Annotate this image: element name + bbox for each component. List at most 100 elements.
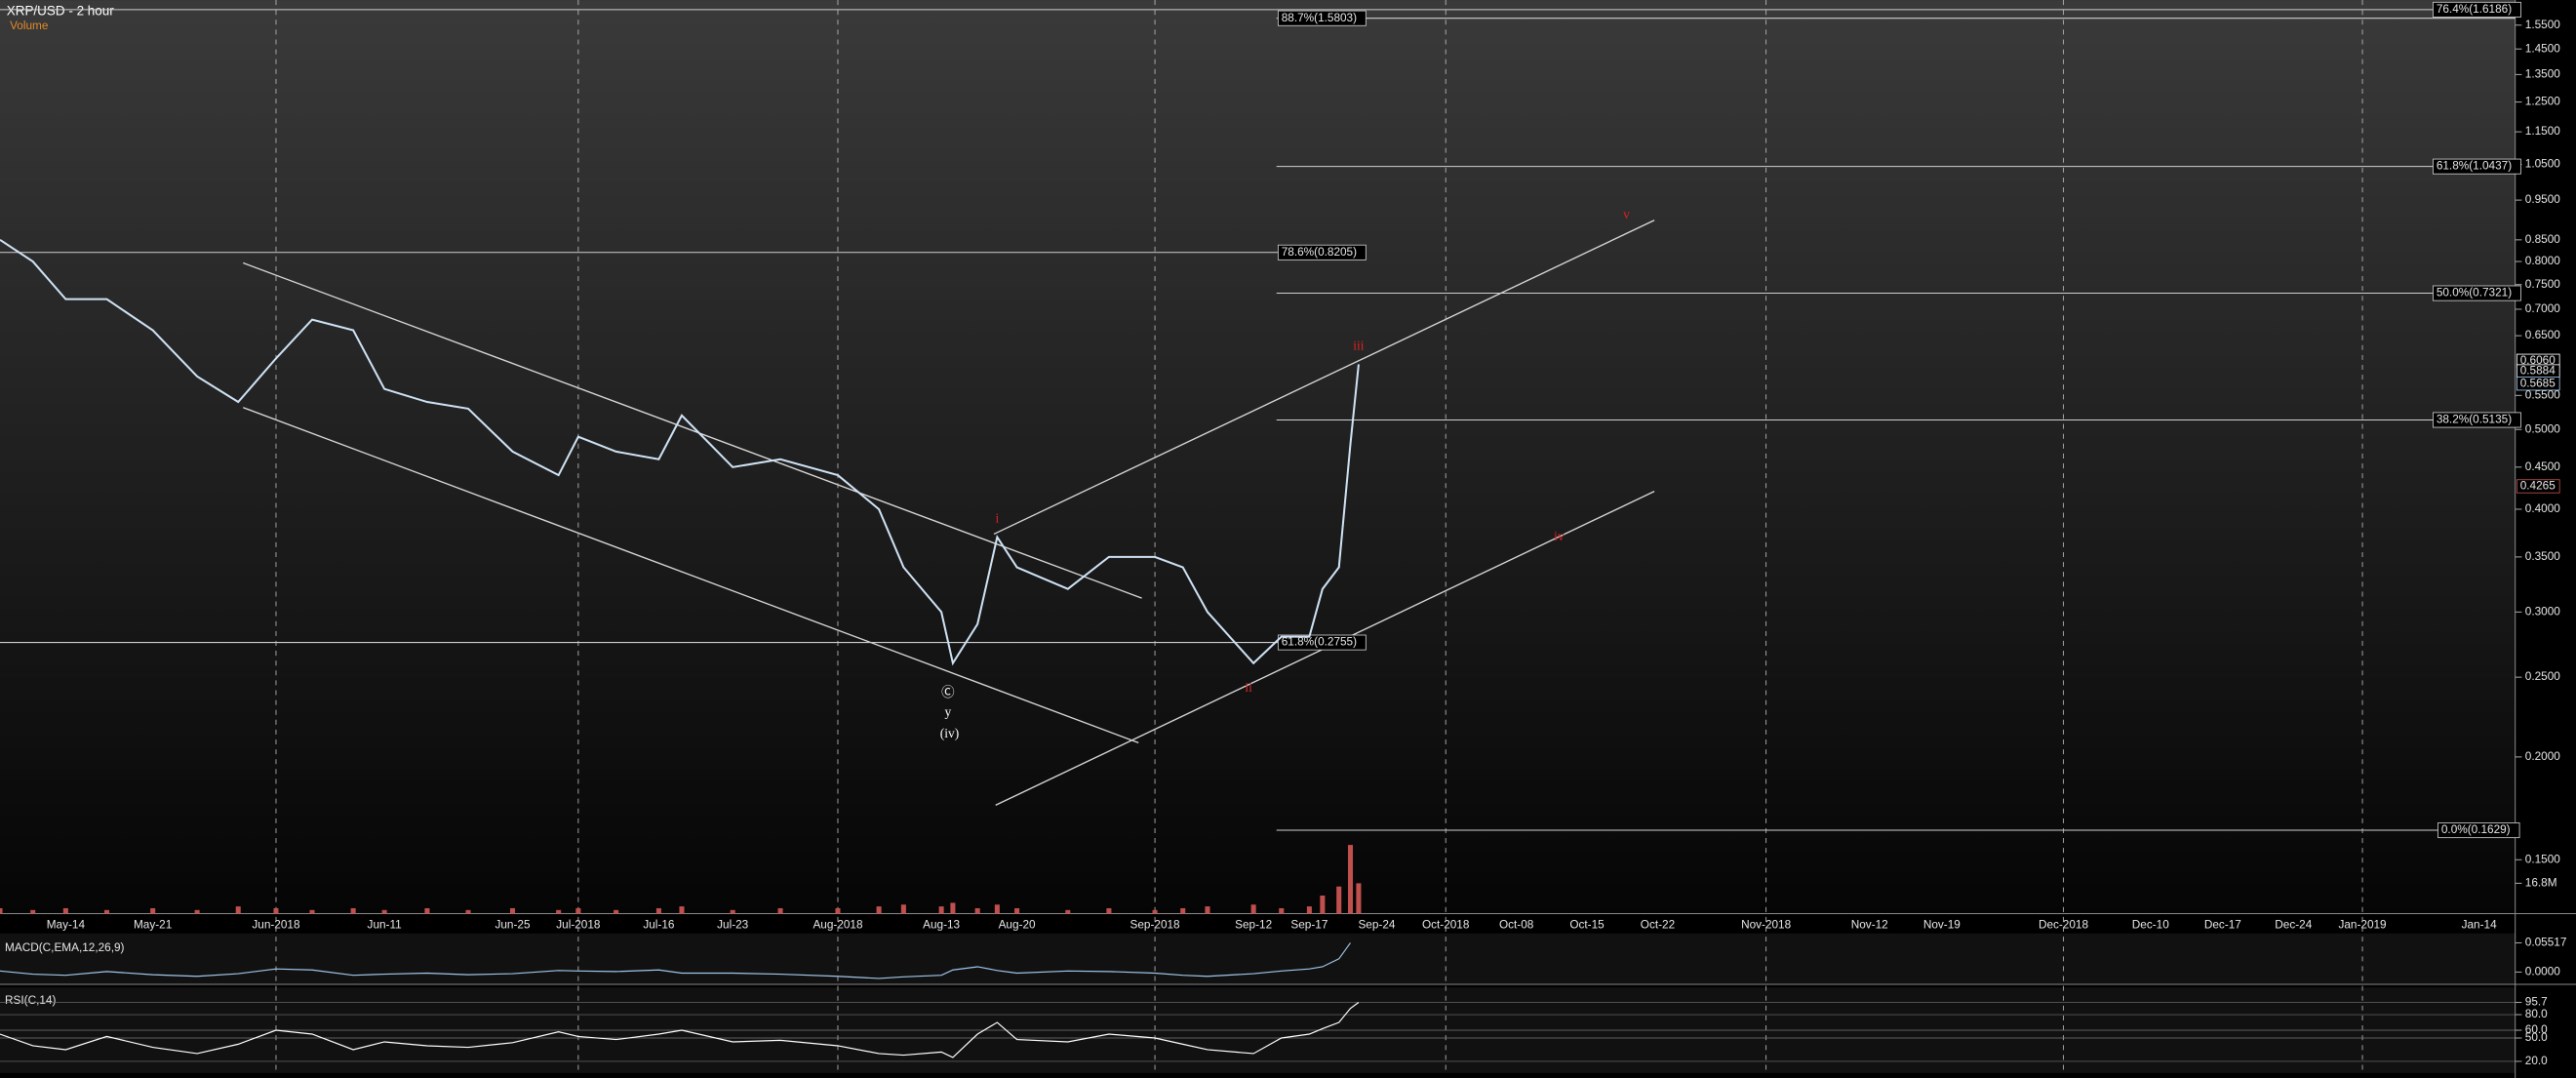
x-tick-label: Jun-11 (368, 918, 402, 931)
fib-label-box (2433, 285, 2521, 301)
macd-panel (0, 933, 2516, 984)
volume-bar (1106, 907, 1112, 914)
volume-bar (62, 907, 68, 914)
chart-title: XRP/USD - 2 hour (7, 3, 115, 18)
volume-bar (679, 906, 685, 914)
x-tick-label: Dec-2018 (2039, 918, 2089, 931)
x-tick-label: Dec-17 (2204, 918, 2241, 931)
wave-label: y (944, 704, 951, 719)
volume-bar (614, 909, 619, 914)
x-tick-label: Oct-15 (1569, 918, 1605, 931)
y-tick-label: 50.0 (2525, 1031, 2548, 1044)
y-tick-label: 0.8500 (2525, 233, 2560, 246)
y-tick-label: 1.4500 (2525, 42, 2560, 55)
y-tick-label: 95.7 (2525, 996, 2548, 1009)
x-tick-label: Dec-24 (2275, 918, 2312, 931)
channel-line (993, 220, 1655, 536)
y-tick-label: 0.1500 (2525, 853, 2560, 865)
volume-bar (950, 902, 956, 914)
price-tag-label: 0.4265 (2520, 480, 2556, 493)
x-tick-label: Oct-08 (1499, 918, 1534, 931)
fib-label: 78.6%(0.8205) (1282, 246, 1357, 259)
y-tick-label: 0.0000 (2525, 966, 2560, 978)
y-tick-label: 0.3000 (2525, 605, 2560, 618)
volume-bar (1336, 886, 1342, 914)
y-tick-label: 1.0500 (2525, 158, 2560, 171)
fib-label-box (1277, 244, 1367, 260)
volume-bar (575, 907, 581, 914)
volume-bar (150, 907, 156, 914)
x-tick-label: Jun-25 (495, 918, 530, 931)
volume-bar (1306, 906, 1312, 914)
x-tick-label: May-21 (134, 918, 172, 931)
fib-label: 0.0%(0.1629) (2441, 823, 2511, 836)
y-tick-label: 1.1500 (2525, 125, 2560, 138)
y-tick-label: 0.6500 (2525, 329, 2560, 341)
y-tick-label: 0.4000 (2525, 502, 2560, 515)
x-tick-label: Aug-20 (999, 918, 1036, 931)
volume-bar (556, 909, 562, 914)
channel-line (243, 261, 1142, 599)
volume-bar (1347, 845, 1354, 914)
y-tick-label: 60.0 (2525, 1023, 2548, 1036)
y-tick-label: 0.4500 (2525, 460, 2560, 473)
x-tick-label: Oct-22 (1641, 918, 1675, 931)
y-tick-label: 0.7500 (2525, 278, 2560, 291)
price-panel (0, 0, 2516, 914)
x-tick-label: Sep-2018 (1130, 918, 1181, 931)
macd-title: MACD(C,EMA,12,26,9) (5, 941, 125, 954)
wave-label: ii (1245, 680, 1252, 695)
volume-bar (465, 909, 471, 914)
volume-bar (974, 907, 980, 914)
volume-bar (424, 907, 430, 914)
wave-label: Ⓒ (941, 685, 954, 699)
volume-bar (777, 907, 783, 914)
x-tick-label: Nov-2018 (1741, 918, 1792, 931)
series-line (0, 942, 1351, 979)
volume-bar (1152, 909, 1158, 914)
wave-label: v (1623, 207, 1630, 221)
x-tick-label: Jul-23 (717, 918, 749, 931)
fib-label: 50.0%(0.7321) (2437, 287, 2512, 299)
y-tick-label: 0.5500 (2525, 388, 2560, 401)
volume-bar (30, 909, 36, 914)
x-tick-label: Jul-16 (643, 918, 675, 931)
volume-bar (876, 906, 882, 914)
y-tick-label: 0.05517 (2525, 937, 2567, 949)
x-tick-label: Aug-2018 (812, 918, 863, 931)
volume-bar (938, 906, 944, 914)
y-tick-label: 16.8M (2525, 877, 2557, 890)
y-tick-label: 20.0 (2525, 1055, 2548, 1067)
x-tick-label: Aug-13 (923, 918, 960, 931)
fib-label: 38.2%(0.5135) (2437, 414, 2512, 426)
y-tick-label: 1.2500 (2525, 96, 2560, 108)
x-tick-label: Nov-19 (1923, 918, 1961, 931)
y-tick-label: 80.0 (2525, 1008, 2548, 1020)
y-tick-label: 0.2000 (2525, 750, 2560, 763)
axis-strip (2515, 0, 2576, 1078)
y-tick-label: 0.2500 (2525, 670, 2560, 683)
price-tag-label: 0.5685 (2520, 377, 2556, 389)
fib-label: 76.4%(1.6186) (2437, 3, 2512, 16)
y-tick-label: 0.7000 (2525, 302, 2560, 315)
x-tick-label: Jan-2019 (2338, 918, 2386, 931)
price-tag (2516, 479, 2560, 494)
subtitle: Volume (10, 20, 49, 32)
price-tag-label: 0.5884 (2520, 365, 2556, 378)
volume-bar (900, 904, 906, 914)
volume-bar (730, 909, 735, 914)
fib-label-box (2433, 158, 2521, 175)
volume-bar (835, 907, 841, 914)
fib-label-box (1277, 10, 1367, 26)
series-line (0, 239, 1360, 666)
fib-label: 88.7%(1.5803) (1282, 12, 1357, 24)
y-tick-label: 0.8000 (2525, 255, 2560, 267)
volume-bar (273, 907, 279, 914)
x-tick-label: Sep-17 (1290, 918, 1328, 931)
volume-bar (103, 909, 110, 914)
y-tick-label: 0.5000 (2525, 422, 2560, 435)
x-tick-label: May-14 (47, 918, 86, 931)
volume-bar (1279, 907, 1285, 914)
fib-label-box (2433, 412, 2521, 428)
